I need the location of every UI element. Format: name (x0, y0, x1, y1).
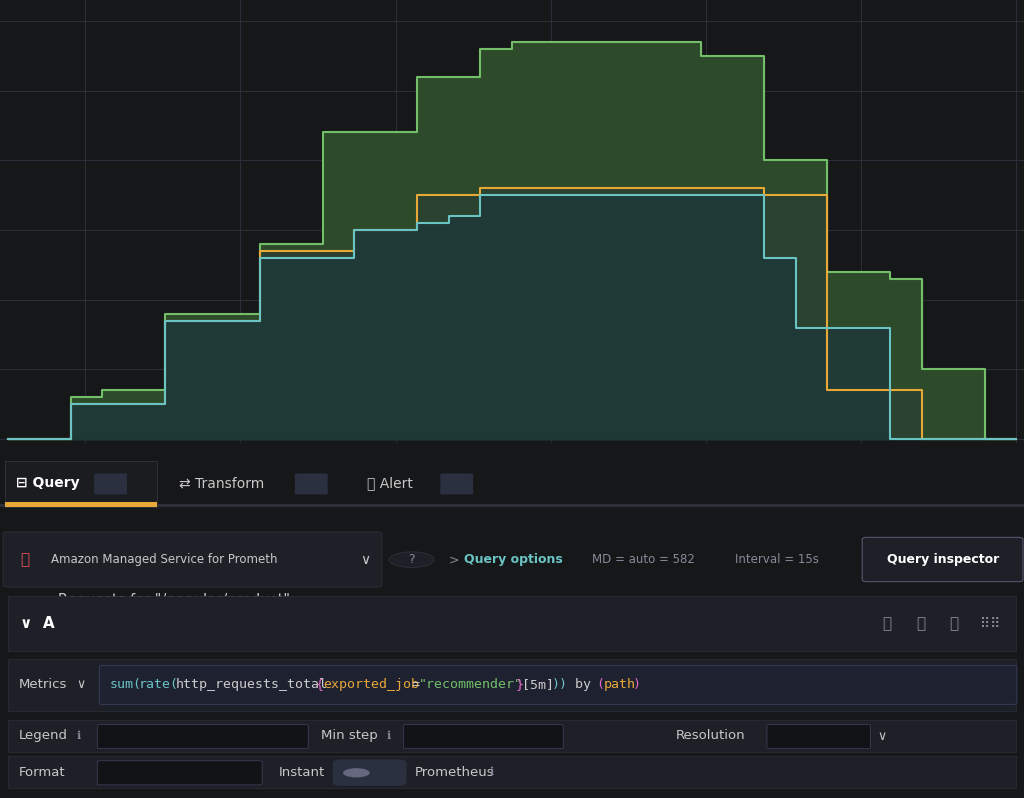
Text: ∨: ∨ (878, 730, 887, 743)
Text: Legend: Legend (18, 729, 68, 742)
Text: ): ) (633, 678, 641, 691)
Bar (0, 444, 1024, 508)
Text: 1/1: 1/1 (810, 730, 828, 743)
Text: 🗑: 🗑 (949, 616, 958, 631)
Text: rate(: rate( (139, 678, 179, 691)
Text: path: path (603, 678, 636, 691)
Text: http_requests_total: http_requests_total (176, 678, 328, 691)
Text: 🔔 Alert: 🔔 Alert (367, 476, 413, 490)
Text: ℹ: ℹ (489, 767, 494, 777)
FancyBboxPatch shape (3, 532, 382, 587)
FancyBboxPatch shape (295, 473, 328, 495)
Text: by: by (566, 678, 599, 691)
FancyBboxPatch shape (862, 537, 1023, 582)
Text: ⊟ Query: ⊟ Query (16, 476, 80, 490)
Text: ℹ: ℹ (77, 731, 81, 741)
Text: ℹ: ℹ (387, 731, 391, 741)
Circle shape (343, 768, 370, 777)
Bar (8, 596, 1016, 651)
Text: >: > (449, 553, 459, 566)
Bar (0, 504, 1024, 508)
Text: ?: ? (409, 553, 415, 566)
Text: 0: 0 (453, 478, 461, 491)
Text: sum(: sum( (110, 678, 141, 691)
Text: ∨: ∨ (360, 553, 371, 567)
Text: 0: 0 (307, 478, 315, 491)
Text: Resolution: Resolution (676, 729, 745, 742)
FancyBboxPatch shape (97, 760, 262, 785)
FancyBboxPatch shape (403, 725, 563, 749)
Text: 1: 1 (106, 478, 115, 491)
Text: (: ( (596, 678, 604, 691)
Bar (5, 461, 157, 508)
Bar (8, 720, 1016, 752)
Text: [5m]: [5m] (522, 678, 554, 691)
Text: ⎘: ⎘ (883, 616, 892, 631)
FancyBboxPatch shape (97, 725, 308, 749)
Text: ∨: ∨ (252, 766, 260, 779)
FancyBboxPatch shape (440, 473, 473, 495)
Text: Time series: Time series (120, 766, 187, 779)
Bar (8, 658, 1016, 711)
FancyBboxPatch shape (767, 725, 870, 749)
FancyBboxPatch shape (333, 760, 407, 786)
Text: {: { (316, 678, 324, 691)
Text: Instant: Instant (279, 765, 325, 779)
Text: =: = (412, 678, 420, 691)
Text: Prometheus: Prometheus (415, 765, 495, 779)
Text: "recommender": "recommender" (419, 678, 523, 691)
Text: Amazon Managed Service for Prometh: Amazon Managed Service for Prometh (51, 553, 278, 566)
Text: Min step: Min step (321, 729, 377, 742)
Text: Requests for "{{path}}": Requests for "{{path}}" (130, 730, 275, 743)
FancyBboxPatch shape (94, 473, 127, 495)
Bar (8, 757, 1016, 788)
Text: 👁: 👁 (916, 616, 926, 631)
FancyBboxPatch shape (99, 666, 1017, 705)
Text: )): )) (552, 678, 568, 691)
Text: ⠿⠿: ⠿⠿ (980, 617, 1000, 630)
Text: ∨: ∨ (77, 678, 86, 691)
Text: Query options: Query options (464, 553, 562, 566)
Text: Metrics: Metrics (18, 678, 67, 691)
Text: ⇄ Transform: ⇄ Transform (179, 476, 264, 490)
Bar (5, 502, 157, 508)
Legend: Requests for "/popular/category", Requests for "/popular/product", Requests for : Requests for "/popular/category", Reques… (17, 570, 299, 631)
Text: 🔴: 🔴 (20, 552, 30, 567)
Text: }: } (515, 678, 523, 691)
Text: ∨  A: ∨ A (20, 616, 55, 631)
Circle shape (389, 552, 434, 567)
Text: Query inspector: Query inspector (887, 553, 999, 566)
Text: exported_job: exported_job (324, 678, 420, 691)
Text: Format: Format (18, 765, 66, 779)
Text: MD = auto = 582: MD = auto = 582 (592, 553, 694, 566)
Text: Interval = 15s: Interval = 15s (735, 553, 819, 566)
